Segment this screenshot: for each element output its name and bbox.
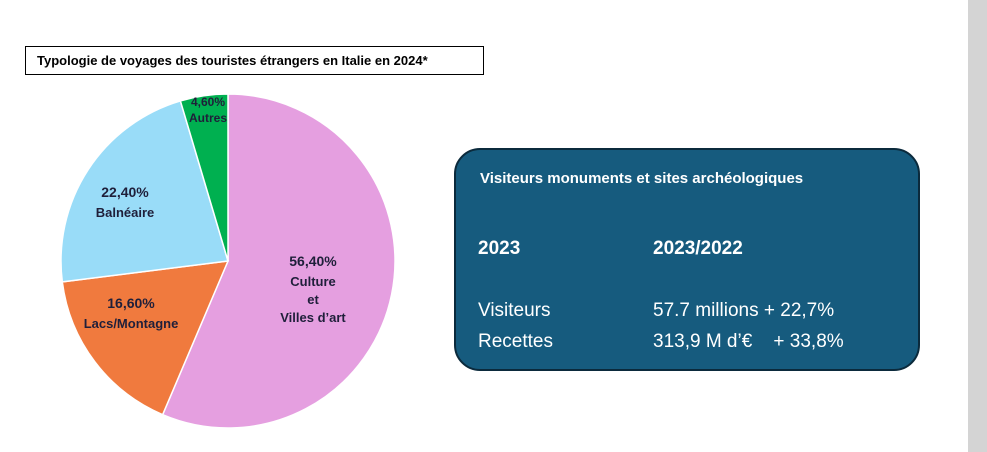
comparison-header: 2023/2022 [653,238,743,259]
year-header: 2023 [478,238,521,259]
revenue-label: Recettes [478,331,553,352]
visitors-info-box: Visiteurs monuments et sites archéologiq… [454,148,920,371]
pie-chart: 56,40% Culture et Villes d’art 16,60% Lacs/Mo… [60,93,396,429]
revenue-value: 313,9 M d’€ + 33,8% [653,331,844,352]
pie-slice-balneaire [60,99,229,283]
pie-slice-autres [179,93,229,262]
pie-slice-lacs-montagne [61,260,230,416]
info-box-title: Visiteurs monuments et sites archéologiq… [480,170,804,187]
visitors-value: 57.7 millions + 22,7% [653,300,835,321]
pie-slice-culture [161,93,396,429]
slice-label-lacs-montagne: 16,60% Lacs/Montagne [84,295,179,331]
slice-label-autres: 4,60% Autres [189,95,227,125]
slice-label-culture: 56,40% Culture et Villes d’art [280,253,346,325]
visitors-label: Visiteurs [478,300,551,321]
chart-title: Typologie de voyages des touristes étran… [25,46,484,75]
right-scrollbar[interactable] [968,0,987,452]
slice-label-balneaire: 22,40% Balnéaire [96,184,155,220]
